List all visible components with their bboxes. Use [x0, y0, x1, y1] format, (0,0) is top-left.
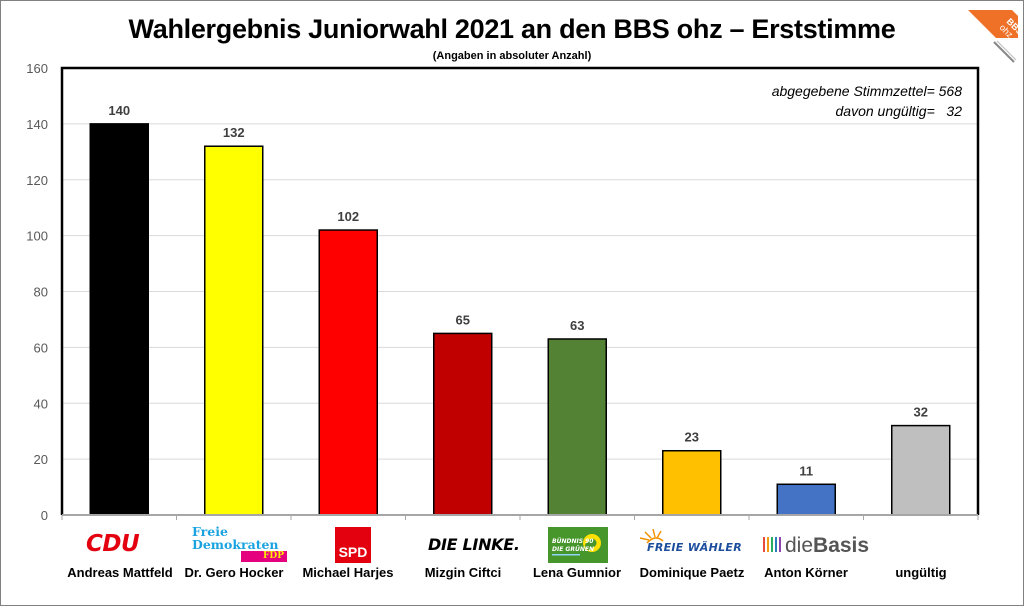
data-label: 63	[570, 318, 584, 333]
diebasis-logo: dieBasis	[763, 535, 869, 557]
data-label: 23	[685, 430, 699, 445]
bar	[318, 229, 378, 516]
plot-frame	[60, 66, 980, 515]
x-tick-label: Dominique Paetz	[639, 565, 745, 580]
gruene-logo: BÜNDNIS 90 DIE GRÜNEN	[548, 527, 608, 563]
annotation-total-ballots: abgegebene Stimmzettel= 568	[771, 83, 962, 99]
cdu-logo: CDU	[86, 531, 140, 557]
sunflower-icon: BÜNDNIS 90 DIE GRÜNEN	[552, 534, 601, 556]
data-label: 32	[914, 405, 928, 420]
y-tick-label: 140	[26, 117, 48, 132]
fdp-logo-line1: Freie	[192, 524, 228, 539]
y-tick-label: 160	[26, 61, 48, 76]
bar	[776, 483, 836, 516]
logo-tagline-line	[993, 41, 1015, 63]
spd-logo: SPD	[335, 527, 371, 563]
fdp-logo: Freie Demokraten FDP	[192, 524, 287, 562]
y-tick-label: 40	[34, 396, 48, 411]
x-tick-label: Dr. Gero Hocker	[184, 565, 284, 580]
x-tick-label: Michael Harjes	[302, 565, 394, 580]
y-tick-label: 120	[26, 173, 48, 188]
rainbow-stripes-icon	[763, 535, 783, 557]
bar	[433, 332, 493, 516]
y-tick-label: 80	[34, 285, 48, 300]
chart-subtitle: (Angaben in absoluter Anzahl)	[432, 50, 592, 62]
y-tick-label: 0	[41, 508, 48, 523]
gridlines	[62, 123, 978, 460]
data-label: 65	[456, 312, 470, 327]
logo-tagline-line	[996, 40, 1017, 61]
x-tick-label: ungültig	[895, 565, 947, 580]
bar	[89, 123, 149, 516]
y-tick-label: 100	[26, 229, 48, 244]
bar	[204, 145, 264, 516]
bars	[89, 123, 951, 516]
fdp-logo-bar: FDP	[241, 551, 287, 562]
y-tick-label: 20	[34, 452, 48, 467]
sun-rays-icon	[639, 528, 664, 544]
freie-waehler-logo: FREIE WÄHLER	[637, 528, 742, 556]
logo-badge-shape	[968, 10, 1018, 38]
y-axis-ticks: 0 20 40 60 80 100 120 140 160	[26, 61, 48, 523]
freie-waehler-logo-text: FREIE WÄHLER	[647, 541, 742, 554]
bar	[662, 449, 722, 516]
x-tick-label: Mizgin Ciftci	[424, 565, 502, 580]
bbs-ohz-logo: BBS ohz	[968, 10, 1022, 63]
annotation-invalid-ballots: davon ungültig= 32	[835, 103, 963, 119]
x-tick-label: Lena Gumnior	[532, 565, 622, 580]
bar	[547, 338, 607, 516]
data-label: 11	[799, 463, 813, 478]
fdp-logo-line2: Demokraten	[192, 537, 279, 552]
gruene-logo-line1: BÜNDNIS 90	[552, 538, 593, 545]
data-label: 140	[108, 103, 130, 118]
gruene-logo-line2: DIE GRÜNEN	[552, 546, 594, 553]
x-tick-label: Anton Körner	[764, 565, 848, 580]
axes	[60, 66, 980, 520]
chart-title: Wahlergebnis Juniorwahl 2021 an den BBS …	[128, 14, 896, 44]
bar	[891, 424, 951, 516]
data-label: 102	[337, 209, 359, 224]
die-linke-logo: DIE LINKE.	[428, 535, 520, 554]
y-tick-label: 60	[34, 340, 48, 355]
diebasis-logo-die: die	[785, 534, 814, 557]
diebasis-logo-basis: Basis	[813, 534, 870, 557]
x-tick-label: Andreas Mattfeld	[67, 565, 173, 580]
data-label: 132	[223, 125, 245, 140]
data-labels: 140 132 102 65 63 23 11 32	[108, 103, 928, 478]
